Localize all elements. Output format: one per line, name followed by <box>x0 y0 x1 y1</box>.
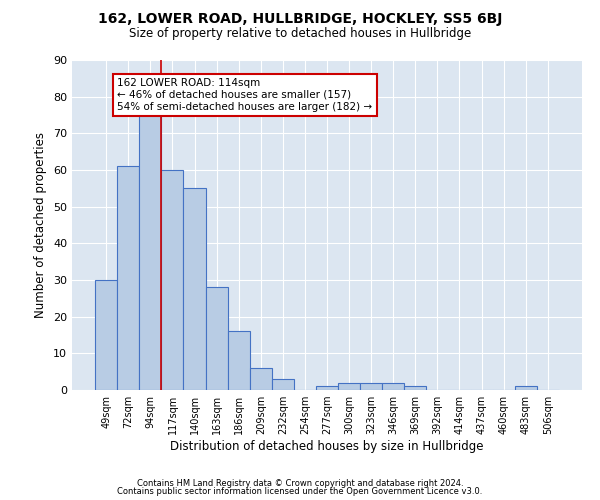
Bar <box>360 382 382 390</box>
Bar <box>95 280 117 390</box>
Bar <box>227 332 250 390</box>
Bar <box>272 379 294 390</box>
Bar <box>206 288 227 390</box>
Text: Contains HM Land Registry data © Crown copyright and database right 2024.: Contains HM Land Registry data © Crown c… <box>137 478 463 488</box>
Text: 162 LOWER ROAD: 114sqm
← 46% of detached houses are smaller (157)
54% of semi-de: 162 LOWER ROAD: 114sqm ← 46% of detached… <box>117 78 373 112</box>
Text: Contains public sector information licensed under the Open Government Licence v3: Contains public sector information licen… <box>118 487 482 496</box>
Bar <box>515 386 537 390</box>
Bar <box>338 382 360 390</box>
Bar <box>250 368 272 390</box>
Text: 162, LOWER ROAD, HULLBRIDGE, HOCKLEY, SS5 6BJ: 162, LOWER ROAD, HULLBRIDGE, HOCKLEY, SS… <box>98 12 502 26</box>
Bar <box>382 382 404 390</box>
Y-axis label: Number of detached properties: Number of detached properties <box>34 132 47 318</box>
Bar <box>316 386 338 390</box>
Bar <box>184 188 206 390</box>
Text: Size of property relative to detached houses in Hullbridge: Size of property relative to detached ho… <box>129 28 471 40</box>
X-axis label: Distribution of detached houses by size in Hullbridge: Distribution of detached houses by size … <box>170 440 484 453</box>
Bar <box>161 170 184 390</box>
Bar <box>139 115 161 390</box>
Bar <box>404 386 427 390</box>
Bar <box>117 166 139 390</box>
